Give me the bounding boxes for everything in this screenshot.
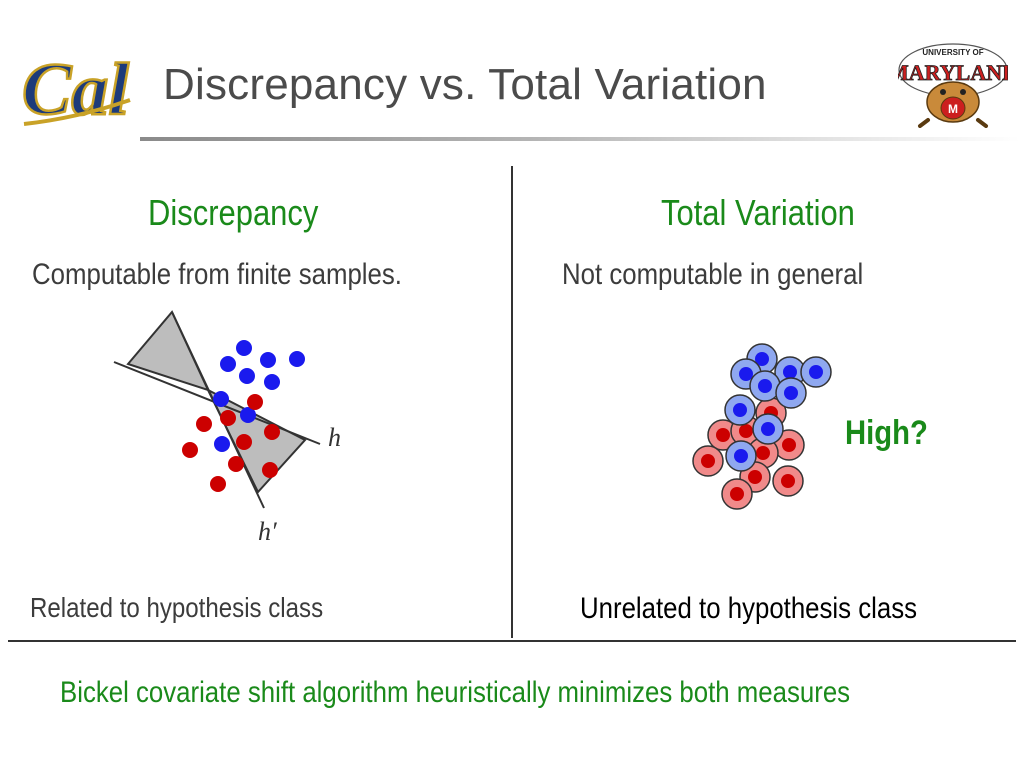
blue-point xyxy=(236,340,252,356)
blue-ringed-point xyxy=(724,394,756,426)
red-points xyxy=(182,394,280,492)
blue-points xyxy=(213,340,305,452)
column-divider xyxy=(511,166,513,638)
red-ringed-point xyxy=(721,478,753,510)
discrepancy-note: Related to hypothesis class xyxy=(30,592,324,623)
total-variation-note: Unrelated to hypothesis class xyxy=(580,592,918,625)
blue-ringed-point xyxy=(725,440,757,472)
total-variation-diagram xyxy=(692,343,832,510)
red-point xyxy=(228,456,244,472)
red-ringed-points xyxy=(692,397,805,510)
blue-point xyxy=(240,407,256,423)
red-point xyxy=(264,424,280,440)
svg-text:M: M xyxy=(948,102,958,116)
svg-text:MARYLAND: MARYLAND xyxy=(898,60,1008,85)
blue-ringed-point xyxy=(775,377,807,409)
total-variation-subtext: Not computable in general xyxy=(562,258,864,291)
blue-ringed-points xyxy=(724,343,832,472)
blue-point xyxy=(264,374,280,390)
blue-point xyxy=(213,391,229,407)
title-rule xyxy=(140,137,1020,141)
blue-ringed-point xyxy=(800,356,832,388)
maryland-logo: UNIVERSITY OF MARYLAND M xyxy=(898,43,1008,128)
discrepancy-diagram: h h′ xyxy=(113,310,341,546)
blue-point xyxy=(289,351,305,367)
high-question-label: High? xyxy=(845,414,928,452)
red-ringed-point xyxy=(773,429,805,461)
h-prime-label: h′ xyxy=(258,517,277,546)
hypothesis-h-prime-line xyxy=(171,311,265,509)
red-point xyxy=(247,394,263,410)
red-ringed-point xyxy=(707,419,739,451)
total-variation-heading: Total Variation xyxy=(661,192,855,233)
discrepancy-subtext: Computable from finite samples. xyxy=(32,258,402,291)
red-point xyxy=(210,476,226,492)
blue-ringed-point xyxy=(752,413,784,445)
svg-text:Cal: Cal xyxy=(22,49,129,131)
red-point xyxy=(196,416,212,432)
footer-divider xyxy=(8,640,1016,642)
blue-point xyxy=(220,356,236,372)
red-point xyxy=(236,434,252,450)
red-ringed-point xyxy=(772,465,804,497)
red-point xyxy=(220,410,236,426)
discrepancy-heading: Discrepancy xyxy=(148,192,319,233)
footer-text: Bickel covariate shift algorithm heurist… xyxy=(60,676,851,709)
page-title: Discrepancy vs. Total Variation xyxy=(163,60,767,109)
cal-logo: Cal xyxy=(21,48,131,132)
h-label: h xyxy=(328,423,341,452)
blue-ringed-point xyxy=(749,370,781,402)
red-ringed-point xyxy=(692,445,724,477)
blue-point xyxy=(214,436,230,452)
blue-point xyxy=(260,352,276,368)
red-point xyxy=(262,462,278,478)
svg-text:UNIVERSITY OF: UNIVERSITY OF xyxy=(922,48,983,57)
blue-point xyxy=(239,368,255,384)
red-point xyxy=(182,442,198,458)
